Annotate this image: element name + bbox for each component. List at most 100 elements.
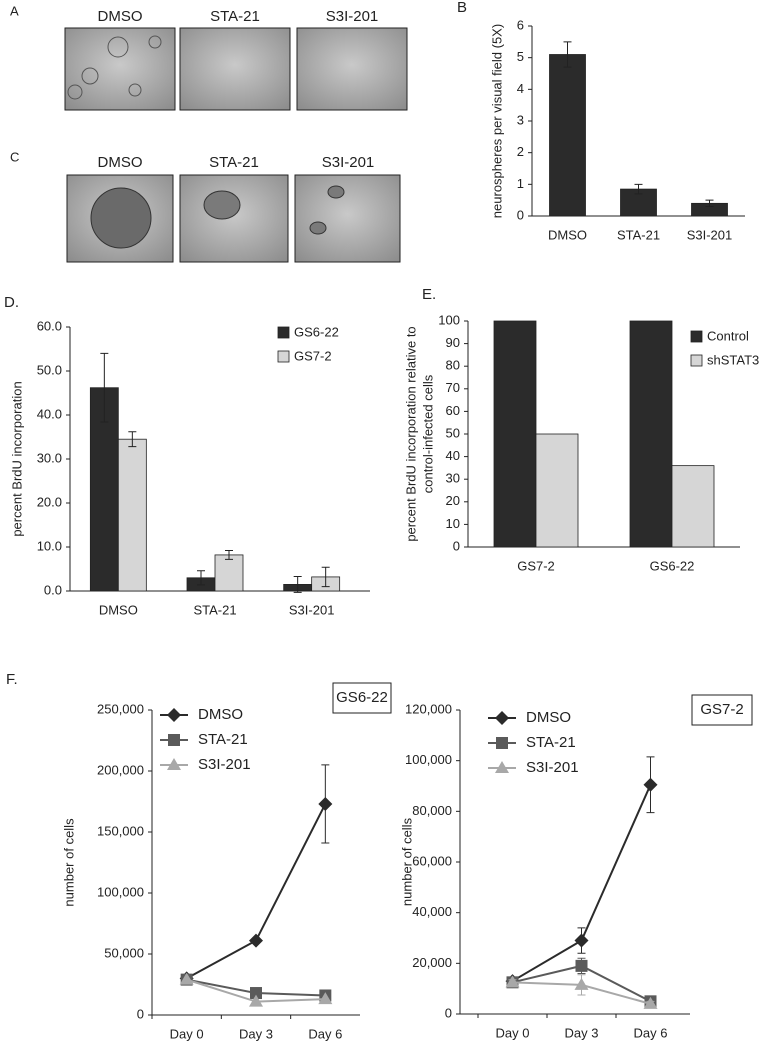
point xyxy=(574,977,589,990)
x-tick-label: GS6-22 xyxy=(650,558,695,573)
y-tick-label: 20.0 xyxy=(37,494,62,509)
y-tick-label: 90 xyxy=(446,335,460,350)
error-bar xyxy=(225,550,233,560)
legend-label: GS7-2 xyxy=(294,348,332,363)
y-tick-label: 0 xyxy=(517,207,524,222)
legend-label: Control xyxy=(707,328,749,343)
x-tick-label: Day 0 xyxy=(496,1025,530,1040)
title-box xyxy=(332,682,392,714)
bar xyxy=(549,54,586,217)
x-tick-label: Day 3 xyxy=(565,1025,599,1040)
image-title: STA-21 xyxy=(210,8,260,25)
y-tick-label: 10.0 xyxy=(37,538,62,553)
y-tick-label: 3 xyxy=(517,112,524,127)
panel-label: C xyxy=(10,149,19,164)
y-tick-label: 40.0 xyxy=(37,406,62,421)
legend-marker xyxy=(167,758,181,770)
panel-label: F. xyxy=(6,671,18,688)
y-tick-label: 40,000 xyxy=(412,904,452,919)
error-bar xyxy=(128,431,137,448)
panel-label: B xyxy=(457,0,467,16)
y-tick-label: 4 xyxy=(517,81,524,96)
legend-marker xyxy=(496,737,508,749)
y-tick-label: 0 xyxy=(137,1006,144,1021)
point xyxy=(574,933,589,948)
x-tick-label: Day 0 xyxy=(170,1026,204,1041)
x-tick-label: GS7-2 xyxy=(517,558,555,573)
legend-label: GS6-22 xyxy=(294,324,339,339)
point xyxy=(179,972,194,985)
legend-marker xyxy=(495,711,509,725)
y-tick-label: 50 xyxy=(446,425,460,440)
micrograph xyxy=(294,174,401,263)
y-tick-label: 0.0 xyxy=(44,582,62,597)
y-tick-label: 10 xyxy=(446,516,460,531)
micrograph xyxy=(296,27,408,111)
y-tick-label: 60 xyxy=(446,403,460,418)
bar xyxy=(117,438,147,592)
y-tick-label: 40 xyxy=(446,448,460,463)
y-tick-label: 100,000 xyxy=(405,752,452,767)
error-bar xyxy=(197,570,205,586)
micrograph xyxy=(64,27,176,111)
x-tick-label: S3I-201 xyxy=(687,227,733,242)
title-box xyxy=(691,694,753,726)
image-title: S3I-201 xyxy=(322,154,375,171)
bar xyxy=(493,320,537,548)
panel-label: A xyxy=(10,3,19,18)
legend-label: shSTAT3 xyxy=(707,352,759,367)
panel-label: D. xyxy=(4,294,19,311)
point xyxy=(505,975,520,988)
y-axis-label: percent BrdU incorporation relative to xyxy=(403,326,418,541)
sphere xyxy=(203,190,241,220)
y-tick-label: 50.0 xyxy=(37,362,62,377)
x-tick-label: DMSO xyxy=(548,227,587,242)
legend-label: STA-21 xyxy=(198,731,248,748)
y-tick-label: 20 xyxy=(446,493,460,508)
x-tick-label: Day 6 xyxy=(308,1026,342,1041)
y-axis-label: neurospheres per visual field (5X) xyxy=(489,24,504,218)
y-tick-label: 150,000 xyxy=(97,823,144,838)
y-tick-label: 100 xyxy=(438,312,460,327)
spheres xyxy=(67,35,162,100)
point xyxy=(643,996,658,1009)
y-axis-label: percent BrdU incorporation xyxy=(9,381,24,536)
y-tick-label: 80 xyxy=(446,358,460,373)
y-tick-label: 30.0 xyxy=(37,450,62,465)
legend-swatch xyxy=(277,350,290,363)
x-tick-label: Day 6 xyxy=(634,1025,668,1040)
legend-swatch xyxy=(277,326,290,339)
micrograph xyxy=(179,27,291,111)
point xyxy=(250,987,262,1000)
error-bar xyxy=(634,183,643,195)
legend-marker xyxy=(168,734,180,746)
x-tick-label: DMSO xyxy=(99,602,138,617)
point xyxy=(643,777,658,792)
x-tick-label: STA-21 xyxy=(617,227,660,242)
sphere xyxy=(327,185,345,199)
y-tick-label: 2 xyxy=(517,144,524,159)
x-tick-label: S3I-201 xyxy=(289,602,335,617)
legend-label: DMSO xyxy=(526,709,571,726)
image-title: DMSO xyxy=(98,154,143,171)
point xyxy=(249,933,263,948)
bar xyxy=(629,320,673,548)
y-axis-label: number of cells xyxy=(399,817,414,906)
bar xyxy=(214,554,244,592)
line xyxy=(186,803,327,980)
image-title: S3I-201 xyxy=(326,8,379,25)
image-title: STA-21 xyxy=(209,154,259,171)
y-tick-label: 30 xyxy=(446,471,460,486)
point xyxy=(575,959,588,972)
micrograph xyxy=(179,174,289,263)
y-tick-label: 0 xyxy=(445,1005,452,1020)
y-tick-label: 1 xyxy=(517,176,524,191)
legend-swatch xyxy=(690,354,703,367)
legend-swatch xyxy=(690,330,703,343)
legend-marker xyxy=(495,761,509,773)
y-axis-label: number of cells xyxy=(61,818,76,907)
legend-label: STA-21 xyxy=(526,734,576,751)
y-tick-label: 200,000 xyxy=(97,762,144,777)
y-tick-label: 0 xyxy=(453,538,460,553)
error-bar xyxy=(563,41,572,68)
